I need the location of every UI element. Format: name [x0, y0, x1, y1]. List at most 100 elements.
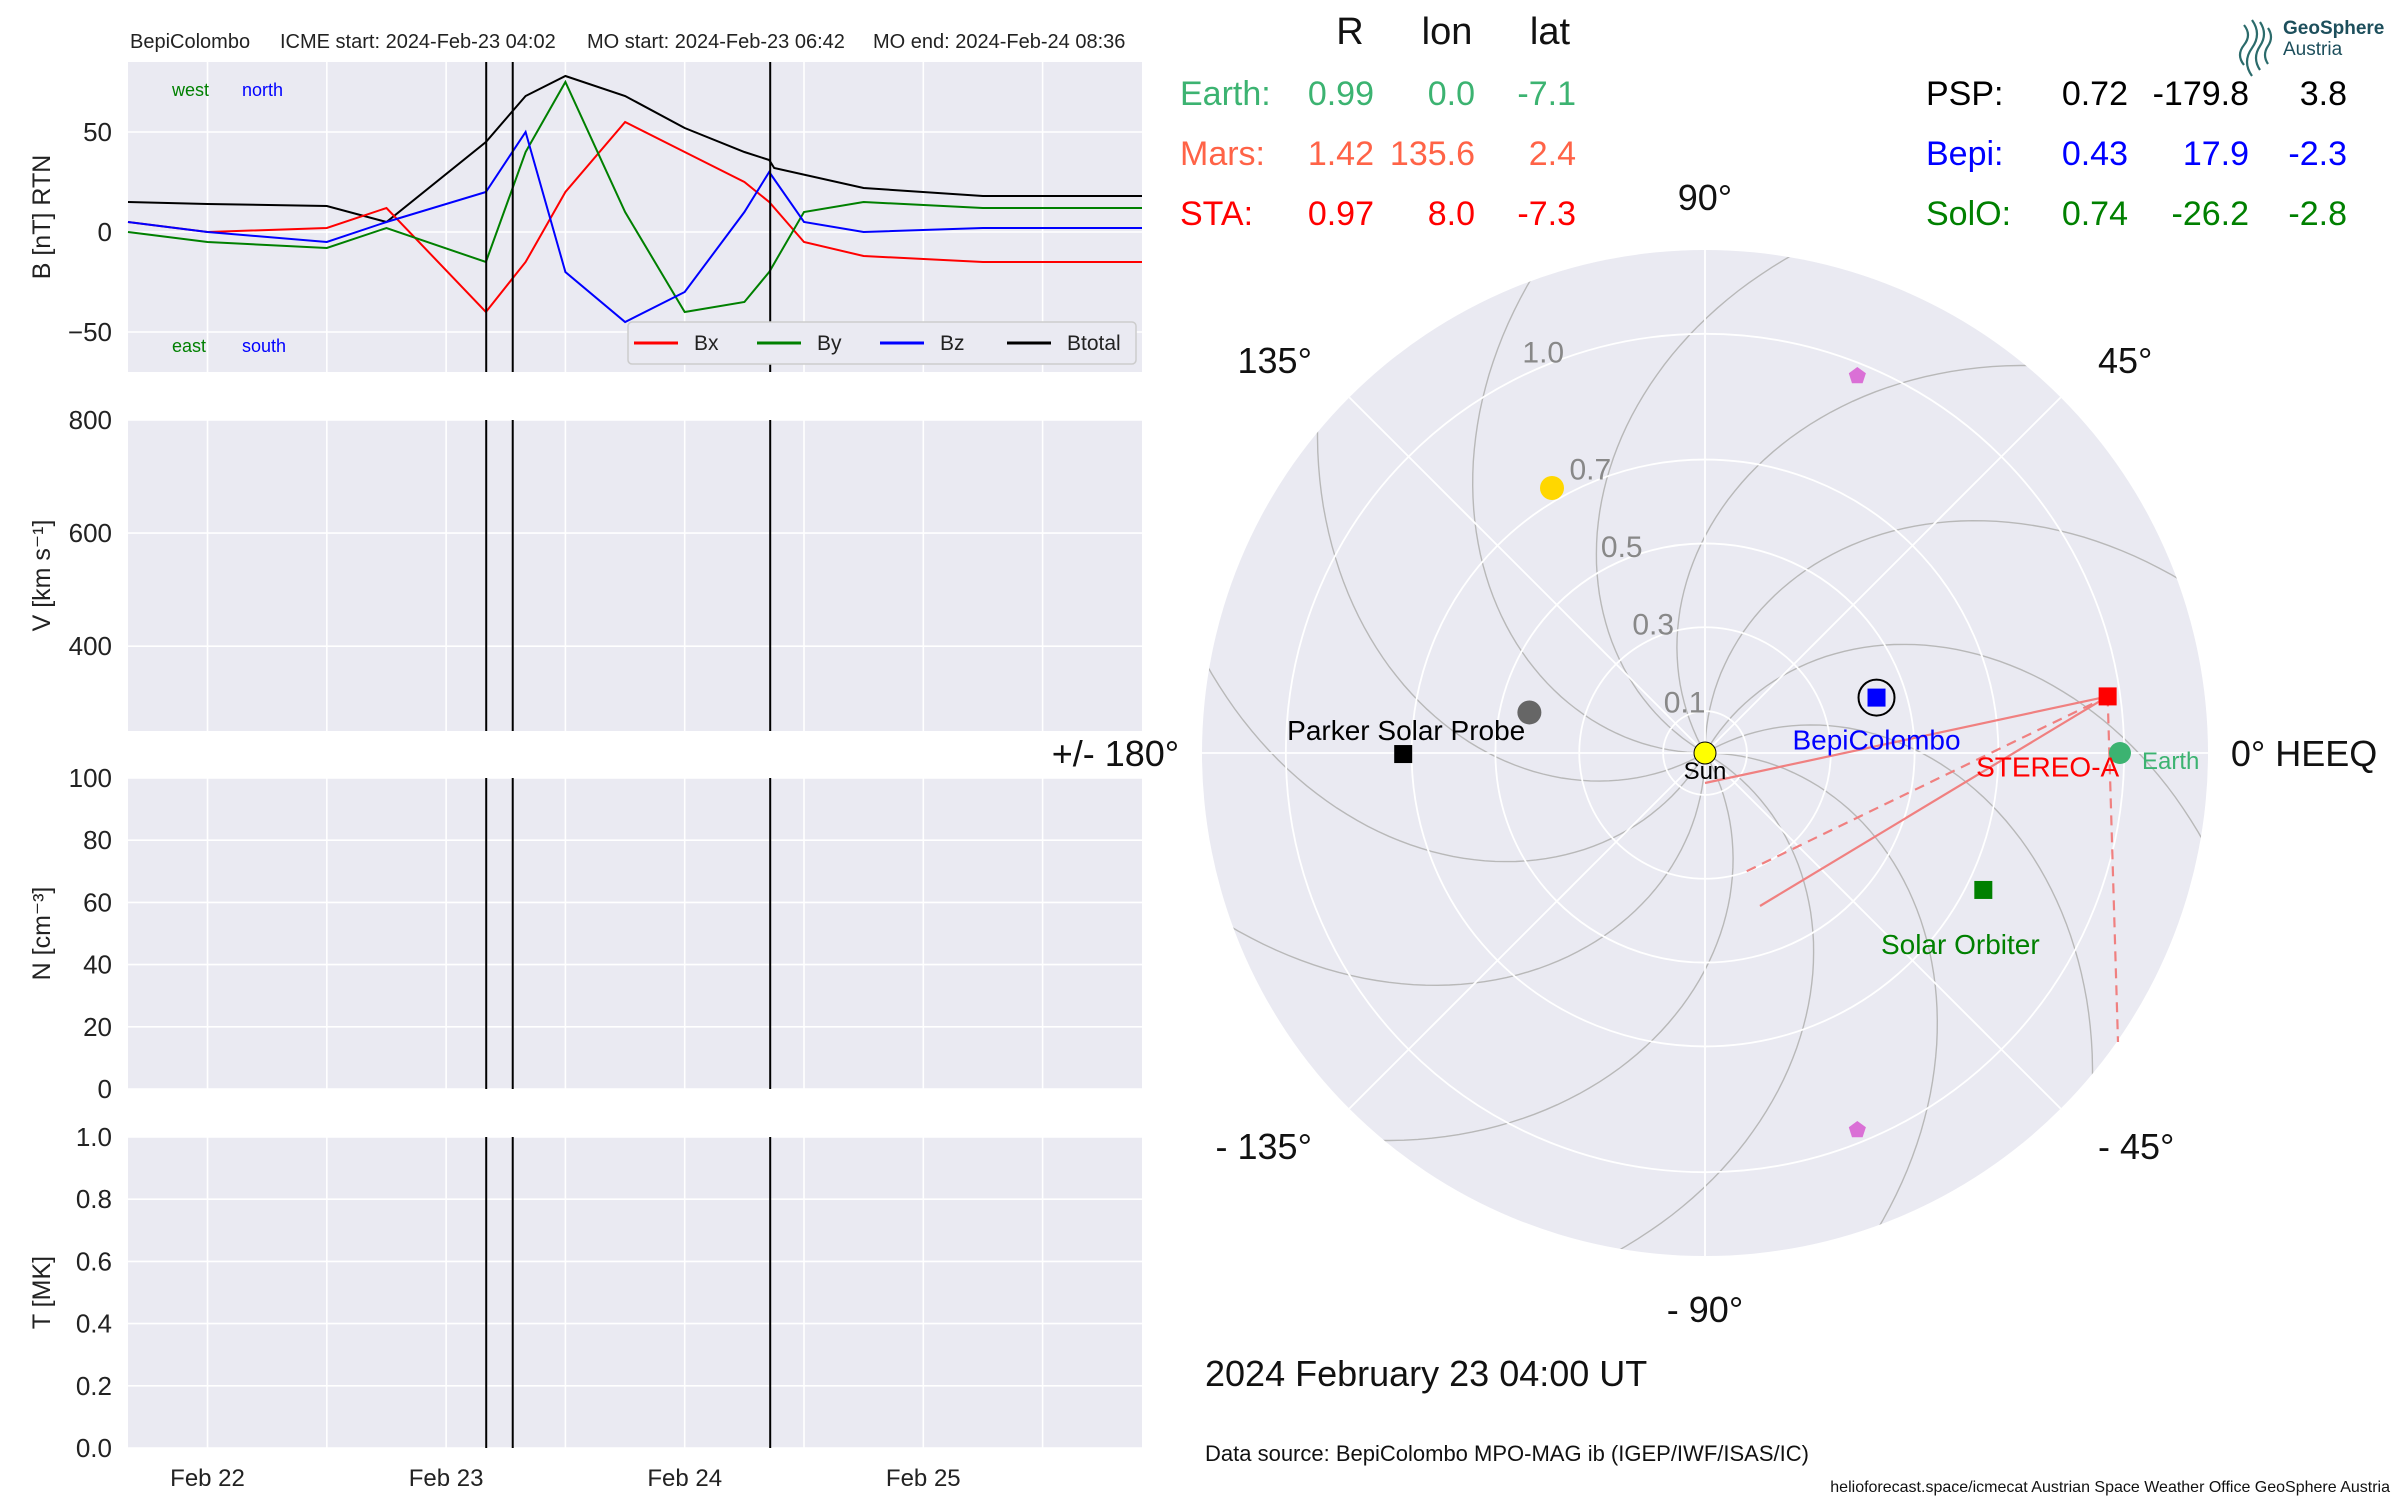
- row-name: Mars:: [1180, 135, 1265, 173]
- body-stereo-a: STEREO-A: [1976, 687, 2120, 782]
- table-header: lon: [1422, 11, 1473, 53]
- radial-tick-label: 1.0: [1522, 337, 1564, 370]
- row-value-r: 0.74: [2062, 195, 2128, 233]
- angular-gridline: [1704, 396, 2062, 754]
- spiral-line: [1704, 724, 2094, 1142]
- spiral-line: [1202, 608, 1706, 863]
- marker-circle: [1517, 700, 1542, 725]
- row-value-lon: -179.8: [2153, 75, 2249, 113]
- marker-pentagon: [1848, 1121, 1866, 1138]
- body-bepicolombo: BepiColombo: [1792, 678, 1961, 756]
- row-value-lat: -2.3: [2288, 135, 2347, 173]
- y-tick-label: 60: [83, 887, 112, 917]
- date-label: 2024 February 23 04:00 UT: [1205, 1353, 1647, 1394]
- body-label: BepiColombo: [1792, 725, 1960, 756]
- panel-temperature: 1.0 0.8 0.6 0.4 0.2 0.0 T [MK] Feb 22 Feb 23 Feb …: [28, 1122, 1142, 1492]
- row-value-r: 0.97: [1308, 195, 1374, 233]
- row-value-r: 0.43: [2062, 135, 2128, 173]
- y-tick-label: 100: [69, 763, 112, 793]
- header-spacecraft: BepiColombo: [130, 31, 250, 53]
- y-tick-label: 40: [83, 950, 112, 980]
- row-value-lat: 2.4: [1529, 135, 1576, 173]
- row-name: PSP:: [1926, 75, 2003, 113]
- marker-square: [2098, 687, 2117, 706]
- y-tick-label: 0: [98, 1074, 112, 1104]
- row-name: STA:: [1180, 195, 1253, 233]
- table-header: lat: [1530, 11, 1571, 53]
- row-value-lat: -7.3: [1517, 195, 1576, 233]
- radial-tick-label: 0.3: [1632, 609, 1674, 642]
- body-label: Parker Solar Probe: [1287, 715, 1525, 746]
- table-row: Earth: 0.99 0.0 -7.1: [1180, 75, 1576, 113]
- row-name: Bepi:: [1926, 135, 2004, 173]
- row-value-lon: 0.0: [1428, 75, 1475, 113]
- y-axis-label: V [km s⁻¹]: [28, 520, 56, 632]
- y-tick-label: 0.2: [76, 1371, 112, 1401]
- legend-label-btotal: Btotal: [1067, 332, 1121, 355]
- x-tick-label: Feb 22: [170, 1465, 245, 1492]
- row-name: Earth:: [1180, 75, 1271, 113]
- series-line-by: [127, 79, 1142, 314]
- body-solar-orbiter: Solar Orbiter: [1881, 880, 2040, 960]
- spiral-line: [1704, 643, 2208, 898]
- body-sun: Sun: [1684, 741, 1727, 785]
- spiral-line: [1560, 752, 1815, 1256]
- angle-label: - 90°: [1667, 1289, 1743, 1330]
- geosphere-logo: GeoSphere Austria: [2238, 18, 2384, 77]
- marker-square: [1867, 688, 1886, 707]
- y-axis-label: B [nT] RTN: [28, 155, 56, 280]
- table-row: PSP: 0.72 -179.8 3.8: [1926, 75, 2347, 113]
- row-value-lon: -26.2: [2172, 195, 2250, 233]
- series-line-bz: [127, 129, 1142, 324]
- legend-label-bz: Bz: [940, 332, 965, 355]
- table-row: Mars: 1.42 135.6 2.4: [1180, 135, 1576, 173]
- body-label: STEREO-A: [1976, 751, 2119, 782]
- fov-line: [1704, 695, 2108, 785]
- body-earth: Earth: [2108, 742, 2199, 775]
- y-axis-label: T [MK]: [28, 1256, 56, 1329]
- row-value-r: 0.72: [2062, 75, 2128, 113]
- header-icme-start: ICME start: 2024-Feb-23 04:02: [280, 31, 556, 53]
- table-row: Bepi: 0.43 17.9 -2.3: [1926, 135, 2347, 173]
- y-tick-label: 600: [69, 518, 112, 548]
- marker-square: [1974, 880, 1993, 899]
- y-tick-label: 80: [83, 825, 112, 855]
- series-line-bx: [127, 120, 1142, 314]
- spiral-line: [1704, 752, 1939, 1256]
- panel-background: [128, 420, 1142, 731]
- panel-speed: 800 600 400 V [km s⁻¹]: [28, 405, 1142, 731]
- y-tick-label: 800: [69, 405, 112, 435]
- fov-line: [1759, 695, 2109, 907]
- row-value-lat: -2.8: [2288, 195, 2347, 233]
- panel-magnetic-field: 50 0 −50 B [nT] RTN Bx By Bz Btotal west north eas…: [28, 62, 1142, 372]
- panel-background: [128, 1137, 1142, 1448]
- parker-spirals: [1202, 250, 2208, 1256]
- time-series-panels: 50 0 −50 B [nT] RTN Bx By Bz Btotal west north eas…: [28, 62, 1142, 1492]
- table-header: R: [1336, 11, 1363, 53]
- body-mercury: [1517, 700, 1542, 725]
- marker-circle: [1540, 476, 1565, 501]
- body-label: Solar Orbiter: [1881, 929, 2040, 960]
- body-label: Sun: [1684, 758, 1727, 785]
- body-parker-solar-probe: Parker Solar Probe: [1287, 715, 1525, 764]
- logo-line1: GeoSphere: [2283, 18, 2384, 39]
- y-tick-label: 400: [69, 631, 112, 661]
- x-tick-label: Feb 25: [886, 1465, 961, 1492]
- y-axis-label: N [cm⁻³]: [28, 887, 56, 981]
- spiral-line: [1704, 519, 2208, 754]
- marker-ring: [1857, 678, 1896, 717]
- angle-label: - 135°: [1216, 1126, 1312, 1167]
- legend-label-by: By: [817, 332, 842, 355]
- header-mo-start: MO start: 2024-Feb-23 06:42: [587, 31, 845, 53]
- series-line-btotal: [127, 74, 1142, 224]
- y-tick-label: 0.6: [76, 1246, 112, 1276]
- row-value-lat: 3.8: [2300, 75, 2347, 113]
- row-value-lon: 135.6: [1390, 135, 1475, 173]
- y-tick-label: 20: [83, 1012, 112, 1042]
- body-comet-marker-2: [1848, 1121, 1866, 1138]
- data-source: Data source: BepiColombo MPO-MAG ib (IGE…: [1205, 1441, 1809, 1466]
- body-comet-marker-1: [1848, 367, 1866, 384]
- row-name: SolO:: [1926, 195, 2011, 233]
